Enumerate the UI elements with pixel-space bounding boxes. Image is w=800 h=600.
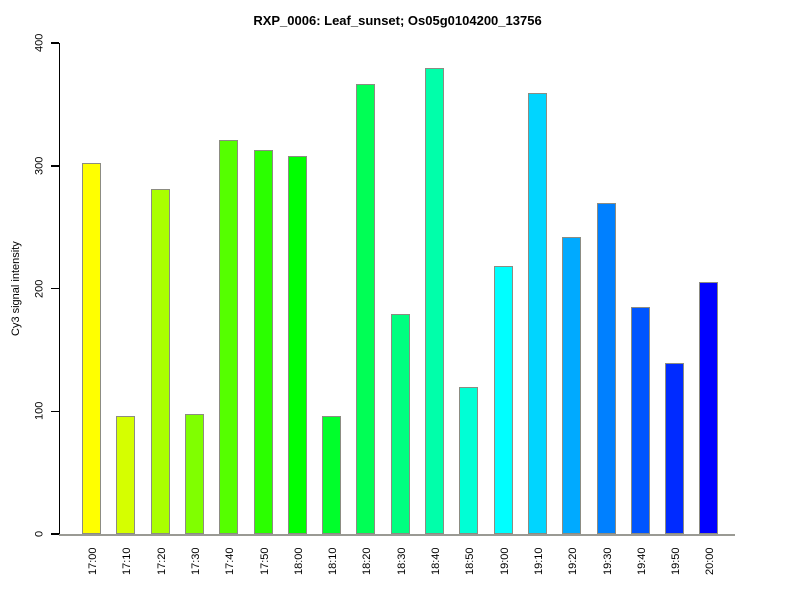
x-tick-label: 18:40 [430,547,442,575]
chart-title: RXP_0006: Leaf_sunset; Os05g0104200_1375… [253,13,542,28]
bar-1840 [425,67,444,534]
bar-1950 [665,363,685,534]
x-tick-label: 17:20 [155,547,168,575]
bar-1710 [116,416,136,534]
x-tick-label: 19:00 [498,547,511,575]
x-tick-label: 19:50 [670,547,683,575]
bar-1700 [82,163,101,534]
y-axis-line [58,43,60,535]
bar-1800 [287,155,307,534]
bar-1750 [253,149,273,534]
x-tick-label: 17:00 [87,547,99,575]
y-axis-tick [50,42,59,44]
y-axis-tick [50,410,59,412]
x-tick-label: 20:00 [704,547,717,575]
bar-1820 [356,83,376,534]
bar-1900 [493,266,513,534]
bar-1930 [596,202,616,534]
x-tick-label: 17:40 [224,547,237,575]
bar-1740 [219,139,239,534]
bar-1850 [459,386,479,534]
y-tick-label: 400 [33,33,46,53]
bar-1920 [562,236,582,534]
x-tick-label: 19:10 [532,547,545,575]
y-axis-tick [50,287,59,290]
y-axis-tick [50,533,59,535]
x-tick-label: 17:30 [189,547,202,575]
y-axis-label: Cy3 signal intensity [10,241,22,336]
y-tick-label: 100 [33,402,46,421]
y-tick-label: 200 [33,279,46,298]
y-axis-tick [50,165,59,167]
bar-1910 [527,93,547,534]
x-tick-label: 19:20 [567,547,580,575]
x-tick-label: 18:20 [361,547,374,575]
x-tick-label: 17:50 [258,547,271,575]
x-tick-label: 18:00 [292,547,305,575]
x-tick-label: 17:10 [121,547,134,575]
bar-1720 [150,189,170,534]
x-tick-label: 18:50 [464,547,477,575]
y-tick-label: 0 [33,530,46,538]
x-tick-label: 18:30 [395,547,408,575]
y-tick-label: 300 [33,156,46,175]
bar-1810 [322,416,342,534]
x-axis-baseline [58,534,735,536]
plot-area: 0 100 200 300 400 17:00 17:10 17:20 17:30 17:40 17… [34,34,735,575]
bar-1940 [630,306,650,534]
bar-2000 [699,282,719,534]
x-tick-label: 19:30 [601,547,614,575]
bar-1730 [184,413,204,534]
x-tick-label: 18:10 [327,547,340,575]
bar-1830 [390,314,410,534]
x-tick-label: 19:40 [635,547,648,575]
